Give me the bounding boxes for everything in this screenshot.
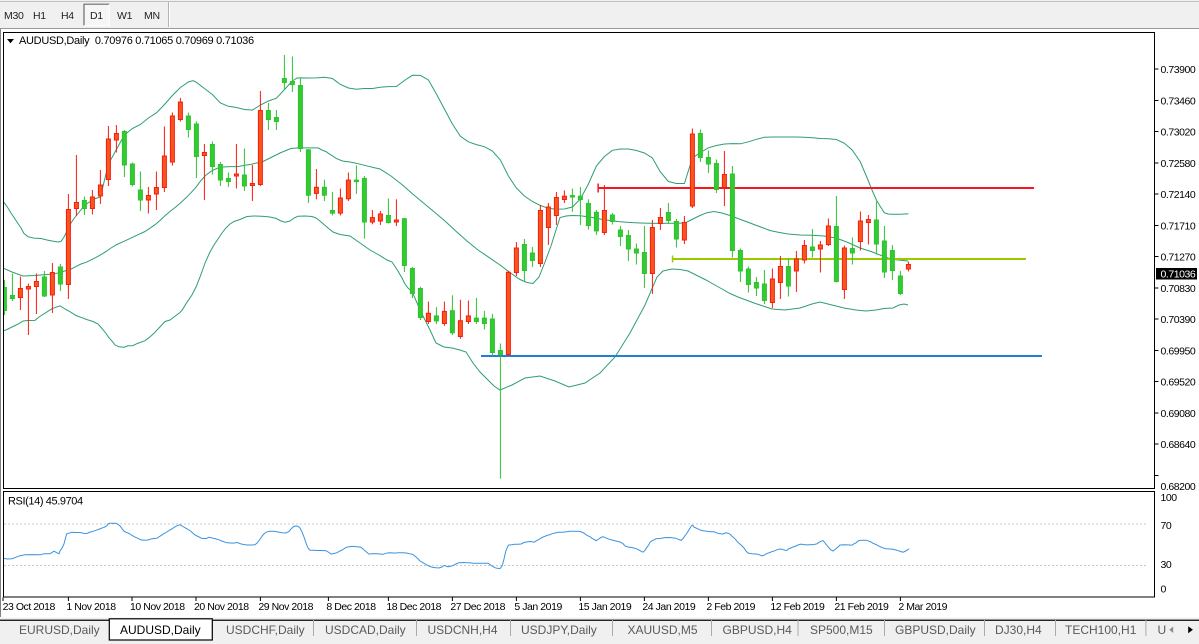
svg-text:20 Nov 2018: 20 Nov 2018 bbox=[194, 601, 249, 613]
svg-text:EURUSD,Daily: EURUSD,Daily bbox=[19, 623, 100, 637]
svg-text:29 Nov 2018: 29 Nov 2018 bbox=[258, 601, 313, 613]
svg-text:5 Jan 2019: 5 Jan 2019 bbox=[514, 601, 562, 613]
svg-text:0.72580: 0.72580 bbox=[1161, 158, 1196, 170]
svg-text:0.69520: 0.69520 bbox=[1161, 377, 1196, 389]
svg-text:0.71036: 0.71036 bbox=[1161, 269, 1196, 281]
svg-text:15 Jan 2019: 15 Jan 2019 bbox=[578, 601, 631, 613]
svg-text:21 Feb 2019: 21 Feb 2019 bbox=[834, 601, 889, 613]
svg-text:D1: D1 bbox=[90, 10, 103, 22]
svg-text:0.73460: 0.73460 bbox=[1161, 96, 1196, 108]
svg-text:USDCHF,Daily: USDCHF,Daily bbox=[226, 623, 305, 637]
svg-text:USDCNH,H4: USDCNH,H4 bbox=[428, 623, 498, 637]
svg-text:H1: H1 bbox=[33, 10, 46, 22]
svg-text:GBPUSD,Daily: GBPUSD,Daily bbox=[895, 623, 976, 637]
svg-text:0.70390: 0.70390 bbox=[1161, 314, 1196, 326]
svg-text:0.71710: 0.71710 bbox=[1161, 221, 1196, 233]
svg-text:70: 70 bbox=[1161, 520, 1172, 532]
svg-text:0.73900: 0.73900 bbox=[1161, 64, 1196, 76]
svg-text:0.69950: 0.69950 bbox=[1161, 346, 1196, 358]
svg-text:0.73020: 0.73020 bbox=[1161, 127, 1196, 139]
svg-text:23 Oct 2018: 23 Oct 2018 bbox=[3, 601, 56, 613]
svg-text:0.68640: 0.68640 bbox=[1161, 439, 1196, 451]
svg-text:100: 100 bbox=[1161, 492, 1178, 504]
svg-text:AUDUSD,Daily: AUDUSD,Daily bbox=[120, 623, 201, 637]
svg-text:10 Nov 2018: 10 Nov 2018 bbox=[130, 601, 185, 613]
svg-text:GBPUSD,H4: GBPUSD,H4 bbox=[723, 623, 793, 637]
svg-text:DJ30,H4: DJ30,H4 bbox=[995, 623, 1042, 637]
svg-text:0.70830: 0.70830 bbox=[1161, 283, 1196, 295]
svg-text:0.72140: 0.72140 bbox=[1161, 189, 1196, 201]
svg-text:2 Feb 2019: 2 Feb 2019 bbox=[706, 601, 755, 613]
svg-text:USDCAD,Daily: USDCAD,Daily bbox=[325, 623, 406, 637]
svg-text:0: 0 bbox=[1161, 583, 1167, 595]
svg-text:2 Mar 2019: 2 Mar 2019 bbox=[898, 601, 947, 613]
svg-text:TECH100,H1: TECH100,H1 bbox=[1065, 623, 1137, 637]
svg-text:RSI(14) 45.9704: RSI(14) 45.9704 bbox=[8, 496, 83, 508]
svg-text:0.69080: 0.69080 bbox=[1161, 408, 1196, 420]
svg-text:U: U bbox=[1158, 623, 1167, 637]
svg-text:SP500,M15: SP500,M15 bbox=[810, 623, 873, 637]
svg-text:USDJPY,Daily: USDJPY,Daily bbox=[521, 623, 597, 637]
svg-text:0.71270: 0.71270 bbox=[1161, 252, 1196, 264]
svg-text:M30: M30 bbox=[4, 10, 24, 22]
svg-text:H4: H4 bbox=[61, 10, 74, 22]
svg-text:XAUUSD,M5: XAUUSD,M5 bbox=[628, 623, 698, 637]
svg-text:W1: W1 bbox=[117, 10, 133, 22]
svg-text:24 Jan 2019: 24 Jan 2019 bbox=[642, 601, 695, 613]
svg-text:18 Dec 2018: 18 Dec 2018 bbox=[386, 601, 441, 613]
svg-text:0.68200: 0.68200 bbox=[1161, 481, 1196, 493]
svg-text:8 Dec 2018: 8 Dec 2018 bbox=[326, 601, 376, 613]
svg-text:12 Feb 2019: 12 Feb 2019 bbox=[770, 601, 825, 613]
svg-text:MN: MN bbox=[144, 10, 160, 22]
svg-text:1 Nov 2018: 1 Nov 2018 bbox=[66, 601, 116, 613]
svg-text:27 Dec 2018: 27 Dec 2018 bbox=[450, 601, 505, 613]
svg-text:30: 30 bbox=[1161, 559, 1172, 571]
svg-text:AUDUSD,Daily 0.70976 0.71065: AUDUSD,Daily 0.70976 0.71065 0.70969 0.7… bbox=[19, 35, 254, 47]
